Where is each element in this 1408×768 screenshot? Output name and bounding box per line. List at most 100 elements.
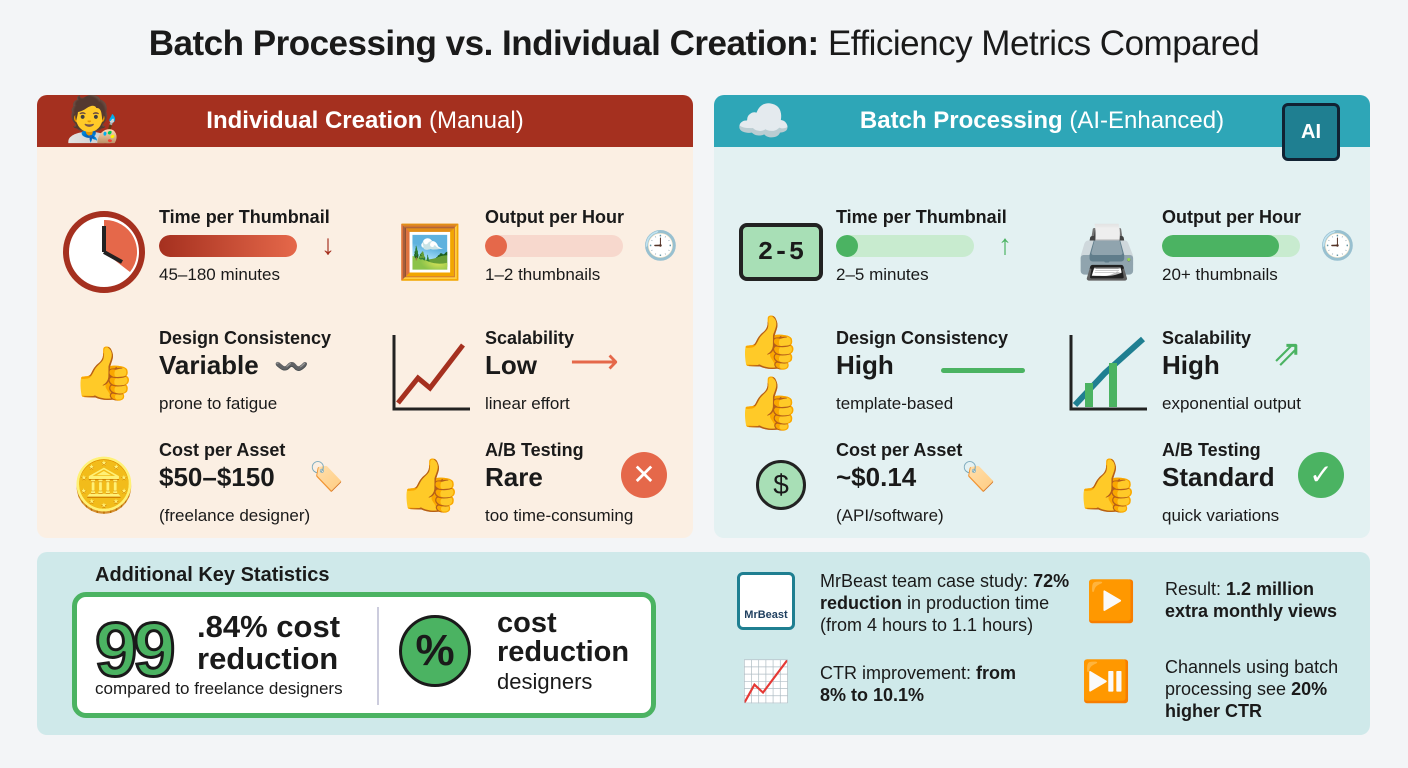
- output-bar: [1162, 235, 1300, 257]
- key-statistics-panel: Additional Key Statistics 99 .84% cost r…: [37, 552, 1370, 735]
- person-drawing-icon: 🧑‍🎨: [65, 95, 120, 144]
- crossed-thumbs-icon: 👍: [397, 456, 463, 515]
- cost-value: ~$0.14: [836, 462, 917, 492]
- cost-metric: $ Cost per Asset ~$0.14 🏷️ (API/software…: [736, 440, 1036, 538]
- channel-tree-icon: ⏯️: [1081, 659, 1131, 704]
- output-value: 20+ thumbnails: [1162, 265, 1278, 284]
- bar-chart-up-icon: [1062, 328, 1152, 418]
- arrow-right-icon: ⟶: [570, 343, 619, 381]
- time-metric: 2-5 Time per Thumbnail ↑ 2–5 minutes: [736, 207, 1036, 307]
- arrow-down-icon: ↓: [321, 229, 335, 260]
- clock-small-icon: 🕘: [643, 230, 678, 261]
- time-label: Time per Thumbnail: [836, 207, 1007, 227]
- thumbs-up-cycle-icon: 👍: [71, 344, 137, 403]
- batch-processing-panel: Batch Processing (AI-Enhanced) ☁️ AI 2-5…: [714, 95, 1370, 538]
- mrbeast-window-icon: MrBeast: [737, 572, 795, 630]
- page-title: Batch Processing vs. Individual Creation…: [0, 24, 1408, 64]
- check-icon: ✓: [1298, 452, 1344, 498]
- consistency-label: Design Consistency: [159, 328, 332, 348]
- line-chart-up-icon: [385, 328, 475, 418]
- time-bar-fill: [159, 235, 297, 257]
- fact-bold: 1.2 million extra monthly views: [1165, 579, 1338, 621]
- consistency-note: template-based: [836, 394, 954, 413]
- price-tag-icon: 🏷️: [961, 461, 996, 492]
- consistency-value: High: [836, 350, 894, 380]
- big-number: 99: [94, 607, 178, 695]
- output-label: Output per Hour: [1162, 207, 1301, 227]
- clock-display: 2-5: [739, 223, 823, 281]
- ab-label: A/B Testing: [485, 440, 584, 460]
- fact-ctr: CTR improvement: from 8% to 10.1%: [820, 662, 1020, 706]
- stat1-caption: compared to freelance designers: [95, 679, 343, 698]
- printer-photos-icon: 🖨️: [1074, 223, 1140, 282]
- consistency-value: Variable: [159, 350, 259, 380]
- header-rest: (Manual): [422, 107, 524, 134]
- scalability-label: Scalability: [485, 328, 575, 348]
- fact-bold: from 8% to 10.1%: [820, 663, 1017, 705]
- time-metric: Time per Thumbnail ↓ 45–180 minutes: [59, 207, 359, 307]
- title-bold: Batch Processing vs. Individual Creation…: [148, 24, 819, 63]
- output-bar-fill: [1162, 235, 1280, 257]
- ai-chip-icon: AI: [1282, 103, 1340, 161]
- scalability-note: linear effort: [485, 394, 570, 413]
- statistics-heading: Additional Key Statistics: [95, 564, 330, 586]
- scalability-note: exponential output: [1162, 394, 1301, 413]
- time-value: 45–180 minutes: [159, 265, 280, 284]
- stat2-text: cost reduction: [497, 607, 630, 668]
- clock-icon: [59, 207, 149, 297]
- triple-arrow-icon: ⇗: [1272, 332, 1303, 373]
- cost-metric: 🪙 Cost per Asset $50–$150 🏷️ (freelance …: [59, 440, 359, 538]
- coins-icon: 🪙: [71, 456, 137, 515]
- fact-views: Result: 1.2 million extra monthly views: [1165, 578, 1355, 622]
- consistency-label: Design Consistency: [836, 328, 1009, 348]
- thumbs-up-pair-icon: 👍👍: [736, 314, 801, 433]
- cost-label: Cost per Asset: [836, 440, 963, 460]
- divider: [377, 607, 379, 705]
- header-rest: (AI-Enhanced): [1062, 107, 1225, 134]
- cloud-server-icon: ☁️: [736, 97, 791, 146]
- thumbs-check-icon: 👍: [1074, 456, 1140, 515]
- fact-mrbeast: MrBeast team case study: 72% reduction i…: [820, 570, 1070, 636]
- header-bold: Individual Creation: [206, 107, 423, 134]
- ab-value: Standard: [1162, 462, 1275, 492]
- cost-reduction-box: 99 .84% cost reduction compared to freel…: [72, 592, 656, 718]
- stat1-text: .84% cost reduction: [197, 609, 341, 676]
- fact-bold: 72% reduction: [820, 571, 1070, 613]
- scalability-label: Scalability: [1162, 328, 1252, 348]
- batch-header: Batch Processing (AI-Enhanced): [714, 95, 1370, 147]
- cost-label: Cost per Asset: [159, 440, 286, 460]
- consistency-metric: 👍 Design Consistency Variable 〰️ prone t…: [59, 328, 359, 428]
- video-eye-icon: ▶️: [1086, 579, 1136, 624]
- output-bar: [485, 235, 623, 257]
- individual-creation-panel: Individual Creation (Manual) 🧑‍🎨 Time pe…: [37, 95, 693, 538]
- ab-note: quick variations: [1162, 506, 1280, 525]
- individual-header: Individual Creation (Manual): [37, 95, 693, 147]
- arrow-up-icon: ↑: [998, 229, 1012, 260]
- time-bar-fill: [836, 235, 859, 257]
- output-metric: 🖨️ Output per Hour 🕘 20+ thumbnails: [1062, 207, 1362, 307]
- time-bar: [836, 235, 974, 257]
- fact-text: MrBeast team case study:: [820, 571, 1034, 591]
- output-metric: 🖼️ Output per Hour 🕘 1–2 thumbnails: [385, 207, 685, 307]
- scalability-value: Low: [485, 350, 537, 380]
- percent-icon: %: [399, 615, 471, 687]
- cost-value: $50–$150: [159, 462, 275, 492]
- ab-value: Rare: [485, 462, 543, 492]
- scalability-metric: Scalability Low ⟶ linear effort: [385, 328, 685, 428]
- fact-channels: Channels using batch processing see 20% …: [1165, 656, 1355, 722]
- digital-clock-icon: 2-5: [736, 207, 826, 297]
- scalability-value: High: [1162, 350, 1220, 380]
- cost-note: (API/software): [836, 506, 944, 525]
- output-value: 1–2 thumbnails: [485, 265, 601, 284]
- ab-note: too time-consuming: [485, 506, 634, 525]
- price-tag-icon: 🏷️: [309, 461, 344, 492]
- output-bar-fill: [485, 235, 508, 257]
- consistency-note: prone to fatigue: [159, 394, 278, 413]
- photos-icon: 🖼️: [397, 223, 463, 282]
- fact-text: CTR improvement:: [820, 663, 977, 683]
- ab-testing-metric: 👍 A/B Testing Rare ✕ too time-consuming: [385, 440, 685, 538]
- stat2-caption: designers: [497, 669, 593, 694]
- header-bold: Batch Processing: [859, 107, 1063, 134]
- time-bar: [159, 235, 297, 257]
- ab-testing-metric: 👍 A/B Testing Standard ✓ quick variation…: [1062, 440, 1362, 538]
